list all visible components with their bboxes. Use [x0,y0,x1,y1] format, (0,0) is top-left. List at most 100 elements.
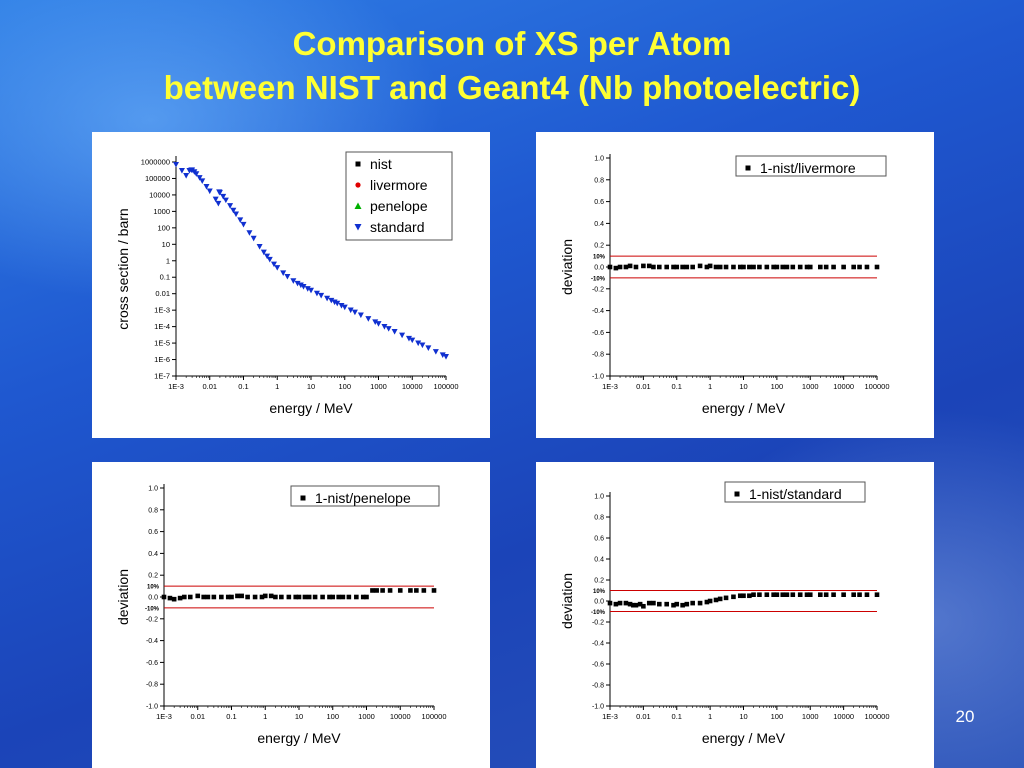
x-tick-label: 10 [739,712,747,721]
data-point [723,264,729,270]
y-tick-label: 0.4 [594,221,604,228]
data-point [747,593,752,599]
y-tick-label: -0.4 [592,641,604,648]
data-point [823,264,829,270]
x-tick-label: 0.1 [238,382,248,391]
data-point [771,592,776,597]
data-point [201,594,206,600]
data-point [306,594,312,600]
data-point [741,593,746,599]
data-point [360,594,366,600]
y-tick-label: -1.0 [146,704,158,711]
y-tick-label: 1.0 [594,494,604,501]
data-point-standard [409,337,416,344]
data-point [637,601,643,607]
x-tick-label: 10 [307,382,315,391]
data-point [671,602,676,608]
data-point-standard [212,196,219,203]
x-axis-label: energy / MeV [257,730,341,746]
data-point-standard [260,249,267,256]
data-point [177,595,183,601]
data-point [864,592,870,597]
data-point [320,594,325,600]
chart-panel-penelope: 1.0 0.8 0.6 0.4 0.2 0.0 -0.2 -0.4 -0.6 -0.8 -1.0 10… [92,462,490,768]
data-point [205,594,211,600]
chart-panel-livermore: 1.0 0.8 0.6 0.4 0.2 0.0 -0.2 -0.4 -0.6 -0.8 -1.0 10… [536,132,934,438]
data-point [674,601,680,607]
x-tick-label: 0.01 [190,712,205,721]
data-point [807,264,813,270]
data-point [279,594,284,600]
data-point-standard [304,286,311,292]
y-tick-label: -0.4 [146,638,158,645]
legend-marker-square [355,161,361,167]
data-point-standard [338,302,345,309]
y-tick-label: 0.6 [594,536,604,543]
y-tick-label: -0.2 [592,286,604,293]
y-tick-label: 1.0 [594,156,604,163]
data-point [717,596,723,602]
legend-label: nist [370,156,392,172]
data-point [613,601,619,607]
data-point-standard [351,309,358,316]
data-point [857,264,862,270]
data-point [633,264,639,270]
y-tick-label: 0.2 [148,573,158,580]
x-tick-label: 100000 [864,382,889,391]
data-point-standard [230,207,237,214]
data-point-standard [334,300,341,307]
legend-marker-triangle-down [354,224,362,231]
data-point-standard [216,189,223,196]
lower-band-label: -10% [591,610,606,616]
y-tick-label: 0.0 [594,265,604,272]
y-tick-label: 1E-3 [154,306,170,315]
data-point [641,603,646,609]
y-tick-label: 0.8 [594,515,604,522]
data-point [713,597,719,603]
data-point-standard [280,270,287,277]
data-point [617,264,623,270]
data-point [167,595,173,601]
legend-box [345,151,453,241]
data-point [414,588,419,593]
legend-label: standard [370,219,424,235]
data-point [664,601,670,607]
data-point [219,594,224,600]
data-point [674,264,680,270]
x-tick-label: 10 [295,712,303,721]
data-point-standard [237,217,244,223]
y-tick-label: -0.2 [146,616,158,623]
x-tick-label: 1 [263,712,267,721]
data-point [697,263,703,269]
data-point [737,593,743,599]
data-point [161,594,167,600]
data-point-standard [297,282,304,289]
data-point-standard [193,171,200,177]
data-point [370,588,375,593]
data-point-standard [173,161,179,168]
data-point [851,592,856,597]
data-point [327,594,332,600]
data-point [731,264,736,270]
data-point [804,592,810,597]
x-tick-label: 1E-3 [602,712,618,721]
data-point [211,594,217,600]
data-point [874,264,880,270]
data-point [780,264,786,270]
data-point [857,592,862,597]
data-point [684,264,690,270]
data-point [684,601,690,607]
data-point [245,594,250,600]
x-tick-label: 1000 [370,382,387,391]
data-point [252,594,258,600]
data-point [627,263,633,269]
data-point-standard [270,261,277,268]
data-point [874,592,880,597]
y-tick-label: -0.4 [592,308,604,315]
data-point [364,594,369,600]
legend-marker-triangle-up [354,202,362,209]
y-tick-label: -0.6 [592,330,604,337]
data-point-standard [178,168,185,174]
data-point-standard [215,200,222,207]
data-point-standard [415,340,422,347]
